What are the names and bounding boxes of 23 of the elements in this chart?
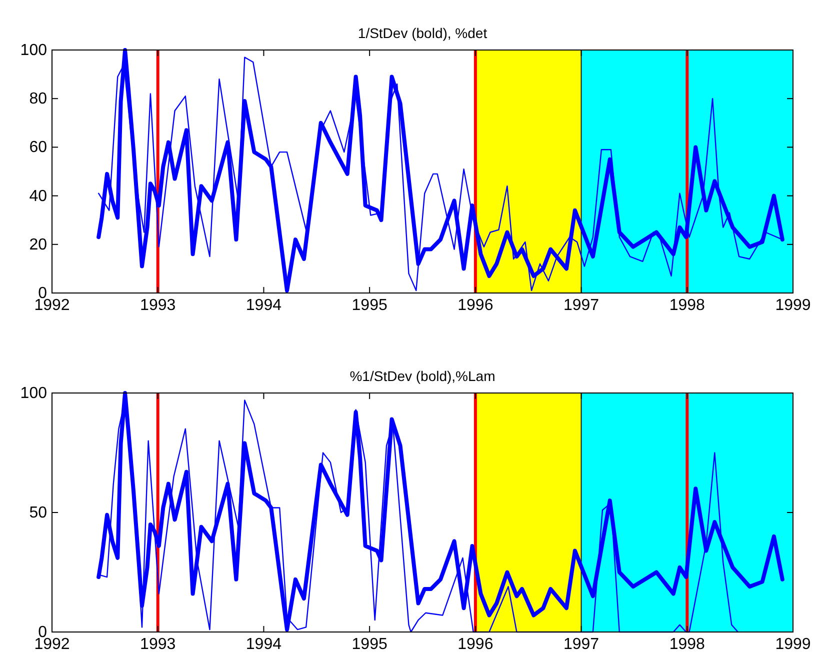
chart-title: 1/StDev (bold), %det bbox=[358, 25, 488, 41]
y-tick-label: 40 bbox=[29, 188, 48, 205]
y-tick-label: 100 bbox=[20, 42, 48, 59]
y-tick-label: 50 bbox=[29, 504, 48, 522]
x-tick-label: 1994 bbox=[246, 297, 282, 314]
x-tick-label: 1993 bbox=[140, 297, 176, 314]
x-tick-label: 1997 bbox=[563, 636, 600, 653]
y-tick-label: 80 bbox=[29, 90, 48, 108]
chart-title: %1/StDev (bold),%Lam bbox=[350, 368, 496, 384]
y-tick-label: 60 bbox=[29, 139, 48, 156]
y-tick-label: 20 bbox=[29, 236, 48, 254]
x-tick-label: 1999 bbox=[775, 297, 811, 314]
x-tick-label: 1994 bbox=[246, 636, 282, 653]
y-tick-label: 100 bbox=[20, 385, 48, 402]
x-tick-label: 1995 bbox=[352, 636, 388, 653]
x-tick-label: 1995 bbox=[352, 297, 388, 314]
x-tick-label: 1993 bbox=[140, 636, 176, 653]
x-tick-label: 1996 bbox=[458, 297, 494, 314]
x-tick-label: 1998 bbox=[669, 636, 706, 653]
x-tick-label: 1997 bbox=[563, 297, 600, 314]
x-tick-label: 1996 bbox=[458, 636, 494, 653]
x-tick-label: 1998 bbox=[669, 297, 706, 314]
x-tick-label: 1999 bbox=[775, 636, 811, 653]
